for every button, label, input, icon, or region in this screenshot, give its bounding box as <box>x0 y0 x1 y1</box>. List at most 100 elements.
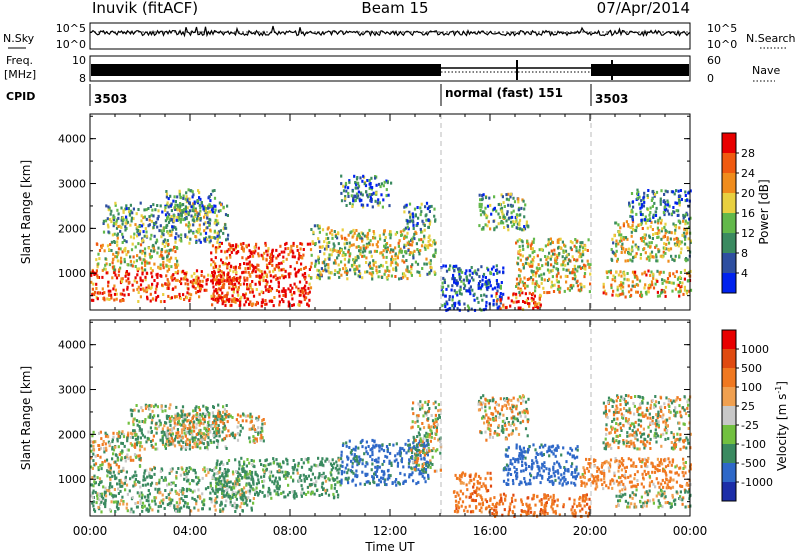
velocity-axes: 1000 2000 3000 4000 <box>58 320 691 516</box>
colorbar-swatch <box>722 153 736 173</box>
freq-trace <box>91 60 689 80</box>
nsky-label: N.Sky <box>3 32 35 45</box>
nsky-tick-bottom: 10^0 <box>56 38 86 51</box>
y-tick-label: 2000 <box>58 222 86 235</box>
echo-region <box>340 174 393 209</box>
nave-tick-top: 60 <box>707 54 721 67</box>
x-tick-label: 08:00 <box>273 524 308 538</box>
nsearch-tick-bottom: 10^0 <box>707 38 737 51</box>
velocity-panel: 1000 2000 3000 4000 Slant Range [km] <box>19 319 692 518</box>
echo-region <box>403 201 437 232</box>
echo-region <box>310 224 330 281</box>
echo-region <box>102 201 230 245</box>
freq-tick-top: 10 <box>72 54 86 67</box>
colorbar-tick-label: -25 <box>741 419 759 432</box>
power-scatter <box>90 174 693 313</box>
power-colorbar-label: Power [dB] <box>757 179 771 244</box>
time-axis-label: Time UT <box>364 540 415 554</box>
colorbar-tick-label: -1000 <box>741 476 773 489</box>
colorbar-swatch <box>722 173 736 193</box>
colorbar-tick-label: 16 <box>741 207 755 220</box>
colorbar-swatch <box>722 425 736 444</box>
power-ylabel: Slant Range [km] <box>19 160 33 264</box>
echo-region <box>215 456 343 500</box>
nsky-tick-top: 10^5 <box>56 22 86 35</box>
colorbar-swatch <box>722 213 736 233</box>
nave-label: Nave <box>752 64 780 77</box>
station-title: Inuvik (fitACF) <box>92 0 198 17</box>
colorbar-swatch <box>722 482 736 501</box>
echo-region <box>490 492 592 518</box>
x-tick-label: 00:00 <box>73 524 108 538</box>
freq-band <box>591 64 689 76</box>
power-axes: 1000 2000 3000 4000 <box>58 114 691 310</box>
freq-unit-label: [MHz] <box>4 68 36 81</box>
echo-region <box>90 430 142 469</box>
echo-region <box>515 237 592 295</box>
echo-region <box>610 219 692 263</box>
freq-label: Freq. <box>6 54 33 67</box>
colorbar-swatch <box>722 330 736 349</box>
nsearch-tick-top: 10^5 <box>707 22 737 35</box>
velocity-colorbar-label: Velocity [m s-1] <box>774 381 789 471</box>
colorbar-frame <box>721 329 737 502</box>
colorbar-tick-label: -100 <box>741 438 766 451</box>
echo-region <box>615 488 692 509</box>
colorbar-tick-label: 100 <box>741 381 762 394</box>
echo-region <box>502 443 580 487</box>
y-tick-label: 2000 <box>58 428 86 441</box>
x-tick-label: 20:00 <box>573 524 608 538</box>
nsky-trace <box>89 25 691 38</box>
beam-title: Beam 15 <box>361 0 428 17</box>
echo-region <box>602 394 692 451</box>
colorbar-swatch <box>722 133 736 153</box>
x-tick-label: 04:00 <box>173 524 208 538</box>
cpid-row: CPID 3503 normal (fast) 151 3503 <box>6 84 628 106</box>
colorbar-swatch <box>722 253 736 273</box>
colorbar-tick-label: 12 <box>741 227 755 240</box>
colorbar-swatch <box>722 233 736 253</box>
velocity-ylabel: Slant Range [km] <box>19 366 33 470</box>
echo-region <box>90 465 255 514</box>
colorbar-tick-label: 25 <box>741 400 755 413</box>
nave-tick-bottom: 0 <box>707 72 714 85</box>
colorbar-swatch <box>722 444 736 463</box>
y-tick-label: 1000 <box>58 267 86 280</box>
echo-region <box>495 291 542 311</box>
y-tick-label: 4000 <box>58 339 86 352</box>
echo-region <box>210 241 313 308</box>
date-title: 07/Apr/2014 <box>597 0 690 17</box>
cpid-segment-2: normal (fast) 151 <box>445 86 563 100</box>
echo-region <box>602 268 693 299</box>
cpid-segment-1: 3503 <box>94 92 127 106</box>
colorbar-swatch <box>722 368 736 387</box>
velocity-colorbar: -1000 -500 -100 -25 25 100 500 1000 <box>721 329 773 502</box>
colorbar-tick-label: 1000 <box>741 343 769 356</box>
y-tick-label: 3000 <box>58 178 86 191</box>
colorbar-swatch <box>722 193 736 213</box>
power-colorbar: 4 8 12 16 20 24 28 <box>721 132 755 294</box>
echo-region <box>628 188 692 223</box>
cpid-segment-3: 3503 <box>595 92 628 106</box>
echo-region <box>95 242 180 272</box>
y-tick-label: 3000 <box>58 384 86 397</box>
y-tick-label: 4000 <box>58 133 86 146</box>
colorbar-tick-label: 500 <box>741 362 762 375</box>
x-tick-label: 12:00 <box>373 524 408 538</box>
echo-region <box>452 471 493 514</box>
colorbar-tick-label: 28 <box>741 147 755 160</box>
echo-region <box>478 192 530 232</box>
cpid-label: CPID <box>6 90 35 103</box>
x-tick-label: 00:00 <box>673 524 708 538</box>
colorbar-swatch <box>722 349 736 368</box>
echo-region <box>165 412 266 447</box>
x-tick-label: 16:00 <box>473 524 508 538</box>
colorbar-tick-label: 20 <box>741 187 755 200</box>
echo-region <box>165 188 217 223</box>
y-tick-label: 1000 <box>58 473 86 486</box>
freq-band <box>91 64 441 76</box>
echo-region <box>327 228 437 281</box>
colorbar-tick-label: -500 <box>741 457 766 470</box>
colorbar-swatch <box>722 387 736 406</box>
